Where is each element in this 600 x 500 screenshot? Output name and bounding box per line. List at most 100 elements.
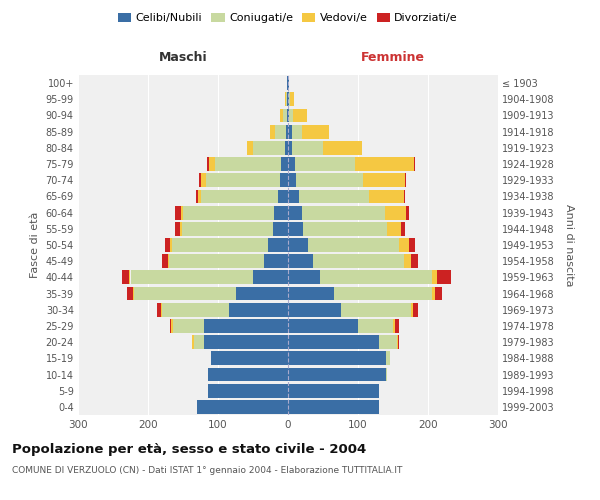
Bar (398, 238, 409, 252)
Bar (401, 222, 405, 235)
Bar (283, 108, 287, 122)
Bar (270, 125, 275, 138)
Bar (288, 336, 379, 349)
Bar (192, 336, 193, 349)
Bar (280, 108, 283, 122)
Bar (397, 336, 398, 349)
Bar (296, 174, 363, 187)
Bar (280, 174, 288, 187)
Bar (292, 125, 302, 138)
Bar (288, 125, 292, 138)
Bar (247, 141, 253, 154)
Bar (173, 319, 204, 333)
Bar (435, 286, 442, 300)
Bar (284, 141, 288, 154)
Bar (162, 303, 229, 316)
Bar (175, 222, 180, 235)
Bar (127, 286, 133, 300)
Bar (197, 400, 288, 414)
Bar (170, 238, 172, 252)
Bar (196, 190, 198, 203)
Bar (388, 222, 401, 235)
Bar (253, 270, 288, 284)
Bar (334, 286, 431, 300)
Bar (393, 319, 395, 333)
Bar (355, 157, 414, 171)
Bar (208, 368, 288, 382)
Bar (320, 270, 431, 284)
Bar (299, 190, 368, 203)
Bar (275, 125, 286, 138)
Bar (281, 157, 288, 171)
Bar (398, 336, 400, 349)
Bar (358, 319, 393, 333)
Bar (410, 254, 418, 268)
Bar (134, 286, 235, 300)
Bar (302, 125, 329, 138)
Bar (290, 92, 293, 106)
Bar (130, 270, 253, 284)
Bar (386, 368, 388, 382)
Bar (169, 254, 263, 268)
Bar (288, 108, 289, 122)
Bar (288, 222, 304, 235)
Bar (313, 254, 404, 268)
Bar (289, 108, 293, 122)
Bar (288, 270, 320, 284)
Bar (385, 206, 406, 220)
Bar (410, 303, 413, 316)
Legend: Celibi/Nubili, Coniugati/e, Vedovi/e, Divorziati/e: Celibi/Nubili, Coniugati/e, Vedovi/e, Di… (116, 10, 460, 26)
Bar (157, 303, 161, 316)
Bar (268, 238, 288, 252)
Bar (363, 174, 405, 187)
Bar (404, 254, 410, 268)
Bar (288, 319, 358, 333)
Bar (288, 286, 334, 300)
Bar (288, 206, 302, 220)
Bar (162, 254, 167, 268)
Bar (198, 190, 201, 203)
Bar (208, 384, 288, 398)
Bar (209, 157, 215, 171)
Bar (288, 254, 313, 268)
Bar (211, 352, 288, 365)
Bar (200, 174, 206, 187)
Bar (199, 174, 200, 187)
Text: COMUNE DI VERZUOLO (CN) - Dati ISTAT 1° gennaio 2004 - Elaborazione TUTTITALIA.I: COMUNE DI VERZUOLO (CN) - Dati ISTAT 1° … (12, 466, 403, 475)
Bar (272, 222, 288, 235)
Bar (288, 76, 289, 90)
Bar (201, 190, 278, 203)
Bar (229, 303, 288, 316)
Bar (171, 319, 173, 333)
Bar (288, 190, 299, 203)
Bar (286, 125, 288, 138)
Bar (170, 319, 171, 333)
Bar (274, 206, 288, 220)
Bar (204, 336, 288, 349)
Bar (175, 206, 181, 220)
Y-axis label: Fasce di età: Fasce di età (30, 212, 40, 278)
Bar (413, 303, 418, 316)
Bar (395, 319, 398, 333)
Bar (288, 92, 289, 106)
Bar (204, 319, 288, 333)
Bar (289, 92, 290, 106)
Bar (208, 157, 209, 171)
Bar (341, 303, 410, 316)
Bar (308, 238, 398, 252)
Bar (288, 157, 295, 171)
Bar (133, 286, 134, 300)
Bar (368, 190, 404, 203)
Bar (278, 190, 288, 203)
Text: Popolazione per età, sesso e stato civile - 2004: Popolazione per età, sesso e stato civil… (12, 442, 366, 456)
Bar (180, 222, 182, 235)
Bar (406, 206, 409, 220)
Bar (182, 222, 272, 235)
Bar (302, 206, 385, 220)
Bar (409, 238, 415, 252)
Bar (263, 254, 288, 268)
Bar (215, 157, 281, 171)
Bar (287, 108, 288, 122)
Bar (379, 336, 397, 349)
Bar (437, 270, 451, 284)
